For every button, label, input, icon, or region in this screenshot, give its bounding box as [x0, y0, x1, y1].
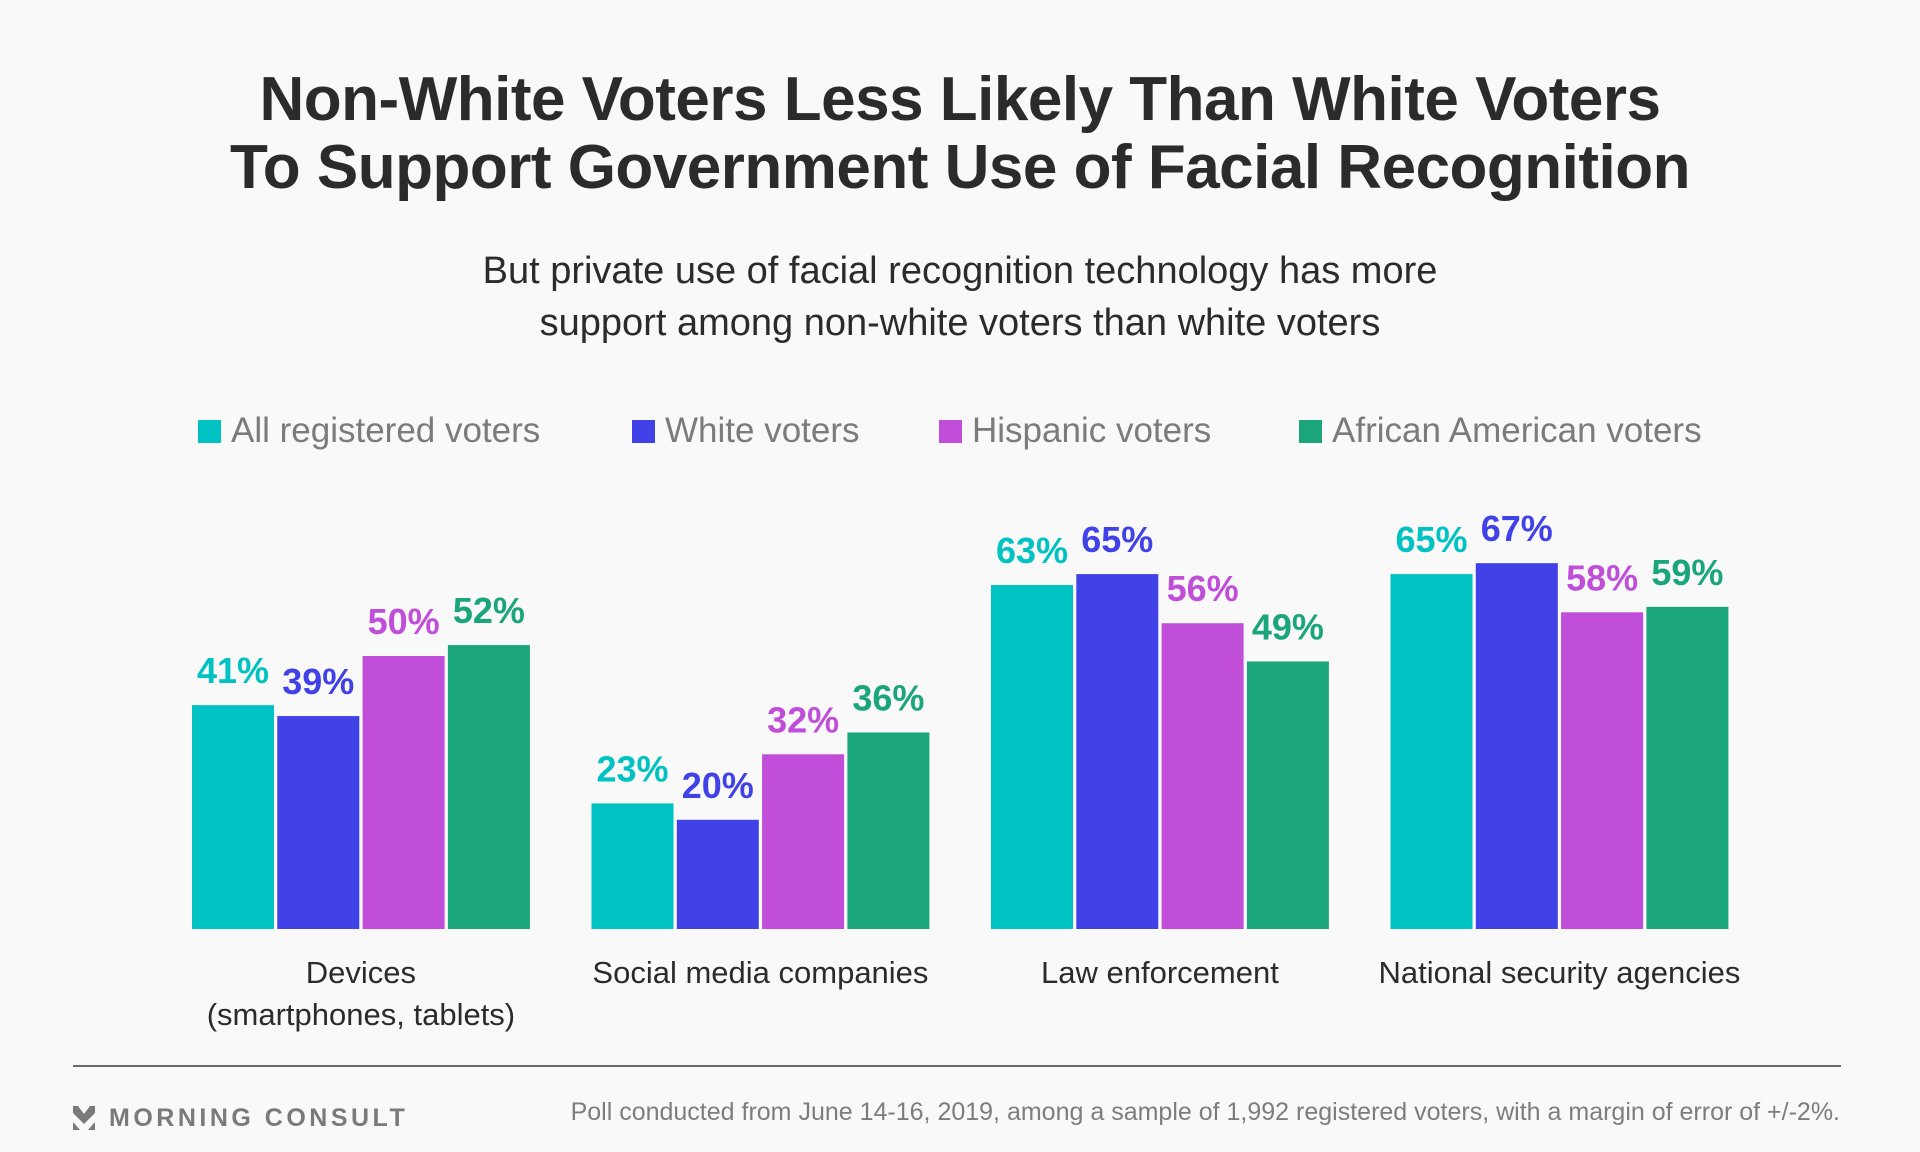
bar-law-enforcement-white-voters	[1076, 574, 1159, 929]
legend: All registered voters White voters Hispa…	[0, 406, 1920, 456]
value-label-national-security-agencies-african-american-voters: 59%	[1651, 552, 1723, 593]
chart-title-line-1: Non-White Voters Less Likely Than White …	[259, 65, 1661, 134]
category-label-line: (smartphones, tablets)	[206, 997, 516, 1032]
chart-subtitle-line-2: support among non-white voters than whit…	[539, 302, 1381, 344]
legend-item-all-registered: All registered voters	[198, 406, 540, 456]
legend-label: White voters	[665, 411, 860, 450]
category-label-law-enforcement: Law enforcement	[910, 952, 1410, 994]
bar-social-media-companies-hispanic-voters	[762, 754, 845, 929]
bar-national-security-agencies-african-american-voters	[1646, 606, 1729, 929]
legend-item-white: White voters	[632, 406, 860, 456]
value-label-national-security-agencies-hispanic-voters: 58%	[1566, 557, 1638, 598]
legend-label: African American voters	[1332, 411, 1702, 450]
bar-devices-all-registered-voters	[192, 705, 274, 929]
bar-social-media-companies-african-american-voters	[847, 732, 930, 929]
legend-label: Hispanic voters	[972, 411, 1212, 450]
value-label-law-enforcement-hispanic-voters: 56%	[1167, 568, 1239, 609]
bar-social-media-companies-white-voters	[676, 819, 759, 929]
value-label-national-security-agencies-white-voters: 67%	[1481, 508, 1553, 549]
legend-item-african-american: African American voters	[1299, 406, 1702, 456]
bar-law-enforcement-all-registered-voters	[991, 585, 1073, 929]
legend-swatch-african-american	[1299, 419, 1322, 443]
bar-group-social-media-companies: 23% 20% 32% 36%	[591, 677, 930, 929]
category-label-national-security-agencies: National security agencies	[1309, 952, 1809, 994]
brand-name: MORNING CONSULT	[109, 1103, 409, 1132]
bar-law-enforcement-hispanic-voters	[1161, 623, 1244, 929]
value-label-social-media-companies-white-voters: 20%	[682, 765, 754, 806]
value-label-devices-african-american-voters: 52%	[453, 590, 525, 631]
category-label-line: Law enforcement	[1041, 955, 1279, 990]
value-label-law-enforcement-white-voters: 65%	[1081, 519, 1153, 560]
chart-subtitle-line-1: But private use of facial recognition te…	[482, 250, 1438, 292]
bar-national-security-agencies-hispanic-voters	[1561, 612, 1644, 929]
value-label-social-media-companies-hispanic-voters: 32%	[767, 699, 839, 740]
value-label-social-media-companies-african-american-voters: 36%	[852, 677, 924, 718]
bar-national-security-agencies-all-registered-voters	[1390, 574, 1473, 929]
value-label-social-media-companies-all-registered-voters: 23%	[596, 748, 668, 789]
bar-law-enforcement-african-american-voters	[1246, 661, 1329, 929]
legend-swatch-all-registered	[198, 419, 221, 443]
bar-national-security-agencies-white-voters	[1475, 563, 1558, 929]
category-label-line: National security agencies	[1378, 955, 1741, 990]
value-label-devices-white-voters: 39%	[282, 661, 354, 702]
chart-subtitle: But private use of facial recognition te…	[0, 245, 1920, 349]
value-label-national-security-agencies-all-registered-voters: 65%	[1395, 519, 1467, 560]
category-label-line: Social media companies	[592, 955, 929, 990]
bar-group-national-security-agencies: 65% 67% 58% 59%	[1390, 508, 1729, 929]
legend-swatch-hispanic	[939, 419, 962, 443]
legend-item-hispanic: Hispanic voters	[939, 406, 1211, 456]
footer-divider	[73, 1065, 1841, 1067]
value-label-devices-hispanic-voters: 50%	[368, 601, 440, 642]
bar-social-media-companies-all-registered-voters	[591, 803, 674, 929]
chart-title: Non-White Voters Less Likely Than White …	[0, 66, 1920, 202]
category-label-social-media-companies: Social media companies	[510, 952, 1010, 994]
value-label-law-enforcement-all-registered-voters: 63%	[996, 530, 1068, 571]
value-label-law-enforcement-african-american-voters: 49%	[1252, 606, 1324, 647]
legend-label: All registered voters	[231, 411, 541, 450]
bar-group-devices: 41% 39% 50% 52%	[192, 590, 530, 929]
bar-devices-african-american-voters	[447, 645, 530, 929]
brand: MORNING CONSULT	[73, 1100, 408, 1136]
footnote: Poll conducted from June 14-16, 2019, am…	[570, 1098, 1840, 1126]
category-label-line: Devices	[305, 955, 417, 990]
legend-swatch-white	[632, 419, 655, 443]
chart-title-line-2: To Support Government Use of Facial Reco…	[229, 133, 1691, 202]
category-label-devices: Devices (smartphones, tablets)	[111, 952, 611, 1036]
bar-devices-hispanic-voters	[362, 656, 445, 929]
morning-consult-logo-icon	[73, 1106, 95, 1130]
bar-devices-white-voters	[277, 716, 360, 929]
value-label-devices-all-registered-voters: 41%	[197, 650, 269, 691]
bar-group-law-enforcement: 63% 65% 56% 49%	[991, 519, 1329, 929]
